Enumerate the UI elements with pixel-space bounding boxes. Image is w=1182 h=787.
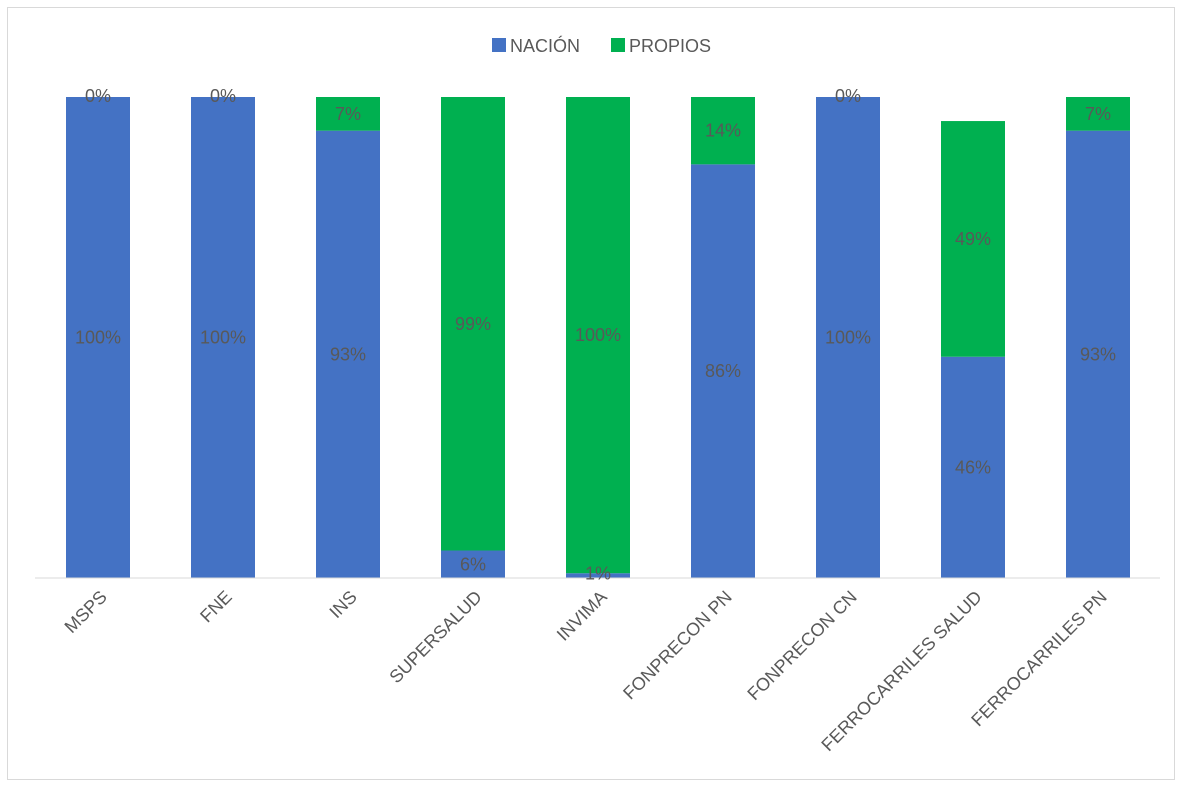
legend-swatch-propios — [611, 38, 625, 52]
bar-nacion-supersalud — [441, 550, 505, 578]
bar-nacion-fne — [191, 97, 255, 578]
data-label-propios-ferrocarriles-salud: 49% — [955, 229, 991, 249]
data-label-nacion-ferrocarriles-salud: 46% — [955, 457, 991, 477]
data-labels-group: 100% 0% 100% 0% 93% 7% 6% 99% 1% 100% 86% 14% 100% 0%… — [75, 86, 1116, 584]
legend: NACIÓN PROPIOS — [492, 35, 711, 56]
data-label-propios-msps: 0% — [85, 86, 111, 106]
bar-nacion-msps — [66, 97, 130, 578]
bar-nacion-invima — [566, 573, 630, 578]
data-label-propios-ferrocarriles-pn: 7% — [1085, 104, 1111, 124]
bar-propios-supersalud — [441, 97, 505, 551]
data-label-nacion-supersalud: 6% — [460, 554, 486, 574]
bar-nacion-ferrocarriles-pn — [1066, 130, 1130, 579]
legend-label-nacion: NACIÓN — [510, 35, 580, 56]
data-label-propios-fonprecon-cn: 0% — [835, 86, 861, 106]
bar-propios-ferrocarriles-salud — [941, 121, 1005, 357]
data-label-nacion-ferrocarriles-pn: 93% — [1080, 344, 1116, 364]
data-label-nacion-fne: 100% — [200, 328, 246, 348]
data-label-propios-fne: 0% — [210, 86, 236, 106]
bar-propios-ins — [316, 97, 380, 131]
data-label-nacion-fonprecon-cn: 100% — [825, 328, 871, 348]
legend-swatch-nacion — [492, 38, 506, 52]
bar-propios-fonprecon-pn — [691, 97, 755, 165]
bar-nacion-fonprecon-pn — [691, 164, 755, 578]
data-label-propios-ins: 7% — [335, 104, 361, 124]
data-label-propios-supersalud: 99% — [455, 314, 491, 334]
bar-propios-invima — [566, 97, 630, 574]
data-label-nacion-msps: 100% — [75, 328, 121, 348]
bars-group — [66, 97, 1130, 579]
data-label-propios-fonprecon-pn: 14% — [705, 121, 741, 141]
legend-label-propios: PROPIOS — [629, 36, 711, 56]
data-label-propios-invima: 100% — [575, 325, 621, 345]
bar-nacion-ferrocarriles-salud — [941, 356, 1005, 578]
data-label-nacion-ins: 93% — [330, 344, 366, 364]
bar-nacion-fonprecon-cn — [816, 97, 880, 578]
data-label-nacion-fonprecon-pn: 86% — [705, 361, 741, 381]
bar-nacion-ins — [316, 130, 380, 579]
bar-propios-ferrocarriles-pn — [1066, 97, 1130, 131]
data-label-nacion-invima: 1% — [585, 564, 611, 584]
